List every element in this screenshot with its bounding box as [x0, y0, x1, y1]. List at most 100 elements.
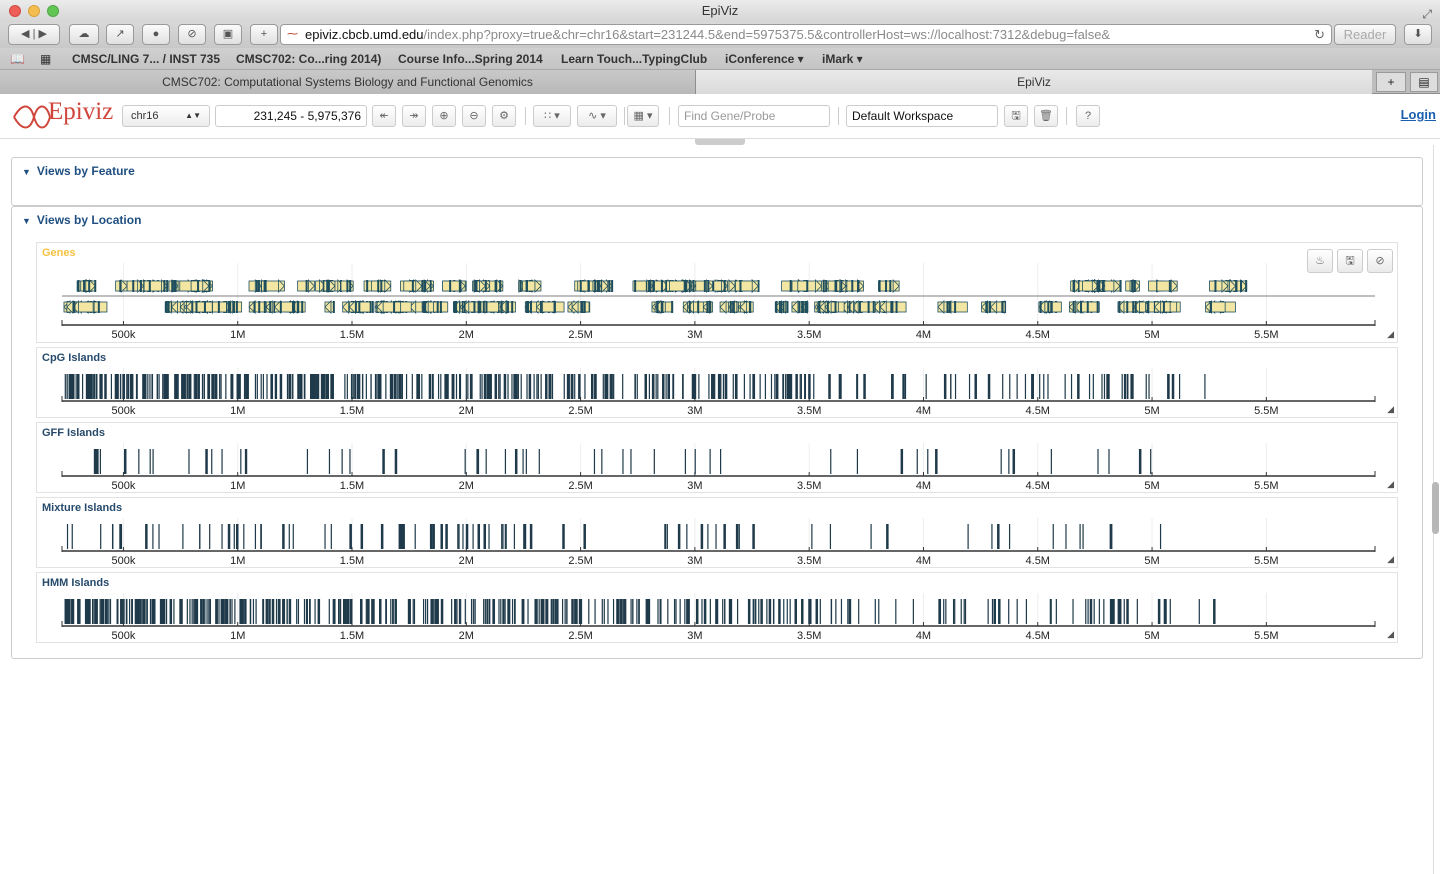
delete-workspace-icon[interactable]: 🗑 [1034, 105, 1058, 127]
scatter-plot-menu-button[interactable]: ∷ ▾ [533, 105, 571, 127]
tab-cmsc702[interactable]: CMSC702: Computational Systems Biology a… [0, 70, 696, 94]
bookmark-item[interactable]: Learn Touch...TypingClub [561, 52, 708, 66]
color-picker-icon[interactable]: ♨ [1307, 249, 1333, 273]
line-track-menu-button[interactable]: ∿ ▾ [577, 105, 617, 127]
gene-arrow [307, 279, 315, 293]
chromosome-select[interactable]: chr16 ▲▼ [122, 105, 210, 127]
island-block [525, 449, 527, 474]
resize-handle-icon[interactable]: ◢ [1387, 329, 1394, 339]
bookmark-item[interactable]: Course Info...Spring 2014 [398, 52, 543, 66]
island-block [204, 599, 206, 624]
minimize-window-button[interactable] [28, 5, 40, 17]
island-block [660, 599, 662, 624]
panel-splitter[interactable] [695, 139, 745, 145]
address-bar[interactable]: ⁓ epiviz.cbcb.umd.edu/index.php?proxy=tr… [280, 24, 1332, 45]
pause-icon[interactable]: ● [142, 24, 170, 45]
move-right-button[interactable]: ↠ [402, 105, 426, 127]
island-block [75, 374, 77, 399]
x-axis-tick-label: 5.5M [1254, 630, 1278, 642]
reader-button[interactable]: Reader [1334, 24, 1396, 45]
island-block [322, 374, 325, 399]
zoom-out-button[interactable]: ⊖ [462, 105, 486, 127]
icloud-icon[interactable]: ☁ [69, 24, 99, 45]
share-icon[interactable]: ↗ [106, 24, 134, 45]
gene-arrow [202, 279, 210, 293]
zoom-window-button[interactable] [47, 5, 59, 17]
resize-handle-icon[interactable]: ◢ [1387, 629, 1394, 639]
page-scrollbar[interactable] [1432, 482, 1439, 534]
bookmark-item[interactable]: iConference ▾ [725, 52, 804, 66]
new-tab-button[interactable]: + [1376, 72, 1406, 92]
close-window-button[interactable] [9, 5, 21, 17]
browser-toolbar: ◀ | ▶ ☁ ↗ ● ⊘ ▣ + ⁓ epiviz.cbcb.umd.edu/… [0, 22, 1440, 48]
gene-item [323, 279, 336, 293]
fullscreen-icon[interactable]: ⤢ [1422, 7, 1432, 21]
x-axis-tick-label: 4.5M [1026, 405, 1050, 417]
island-block [100, 374, 102, 399]
island-block [800, 374, 802, 399]
island-block [607, 374, 609, 399]
data-table-menu-button[interactable]: ▦ ▾ [627, 105, 659, 127]
island-block [601, 449, 603, 474]
remove-chart-icon[interactable]: ⊘ [1367, 249, 1393, 273]
settings-gear-icon[interactable]: ⚙ [492, 105, 516, 127]
island-block [570, 374, 574, 399]
exon-mark [349, 280, 352, 292]
block-icon[interactable]: ⊘ [178, 24, 206, 45]
exon-mark [1096, 301, 1099, 313]
gff-islands-track-plot[interactable]: 500k 1M 1.5M 2M 2.5M 3M 3.5M 4M 4.5M 5M 5.5M [37, 423, 1399, 494]
island-block [238, 374, 241, 399]
workspace-name-input[interactable]: Default Workspace [846, 105, 998, 127]
island-block [418, 374, 420, 399]
reading-list-icon[interactable]: 📖 [10, 52, 25, 66]
island-block [562, 524, 565, 549]
island-block [357, 374, 359, 399]
bookmark-item[interactable]: iMark ▾ [822, 52, 863, 66]
island-block [672, 374, 675, 399]
save-chart-icon[interactable]: 🖫 [1337, 249, 1363, 273]
gene-item [66, 300, 76, 314]
island-block [277, 599, 281, 624]
exon-mark [358, 301, 361, 313]
island-block [152, 599, 155, 624]
island-block [1198, 599, 1200, 624]
island-block [266, 599, 269, 624]
help-button[interactable]: ? [1076, 105, 1100, 127]
island-block [315, 374, 317, 399]
back-forward-buttons[interactable]: ◀ | ▶ [8, 24, 60, 45]
window-title: EpiViz [701, 3, 739, 18]
views-by-location-header[interactable]: ▼ Views by Location [22, 213, 141, 227]
island-block [991, 599, 994, 624]
resize-handle-icon[interactable]: ◢ [1387, 404, 1394, 414]
downloads-icon[interactable]: ⬇ [1404, 24, 1432, 45]
tab-overview-icon[interactable]: ▤ [1410, 72, 1438, 92]
save-workspace-icon[interactable]: 🖫 [1004, 105, 1028, 127]
exon-mark [529, 301, 532, 313]
island-block [116, 374, 118, 399]
exon-mark [424, 280, 427, 292]
move-left-button[interactable]: ↞ [372, 105, 396, 127]
login-link[interactable]: Login [1400, 107, 1436, 122]
bookmark-item[interactable]: CMSC702: Co...ring 2014) [236, 52, 382, 66]
resize-handle-icon[interactable]: ◢ [1387, 554, 1394, 564]
views-by-feature-header[interactable]: ▼ Views by Feature [22, 164, 135, 178]
top-sites-icon[interactable]: ▦ [40, 52, 52, 66]
location-range-input[interactable]: 231,245 - 5,975,376 [215, 105, 367, 127]
island-block [634, 374, 636, 399]
mixture-islands-track-plot[interactable]: 500k 1M 1.5M 2M 2.5M 3M 3.5M 4M 4.5M 5M 5.5M [37, 498, 1399, 569]
tab-epiviz[interactable]: EpiViz [696, 70, 1372, 94]
zoom-in-button[interactable]: ⊕ [432, 105, 456, 127]
gene-item [846, 300, 856, 314]
find-gene-input[interactable]: Find Gene/Probe [678, 105, 830, 127]
reload-icon[interactable]: ↻ [1314, 27, 1325, 42]
add-bookmark-button[interactable]: + [250, 24, 278, 45]
cpg-islands-track-plot[interactable]: 500k 1M 1.5M 2M 2.5M 3M 3.5M 4M 4.5M 5M 5.5M [37, 348, 1399, 419]
resize-handle-icon[interactable]: ◢ [1387, 479, 1394, 489]
screenshot-icon[interactable]: ▣ [214, 24, 242, 45]
island-block [292, 524, 294, 549]
genes-track-plot[interactable]: 500k 1M 1.5M 2M 2.5M 3M 3.5M 4M 4.5M 5M 5.5M [37, 243, 1399, 344]
bookmark-item[interactable]: CMSC/LING 7... / INST 735 [72, 52, 221, 66]
island-block [115, 374, 117, 399]
island-block [71, 599, 74, 624]
hmm-islands-track-plot[interactable]: 500k 1M 1.5M 2M 2.5M 3M 3.5M 4M 4.5M 5M 5.5M [37, 573, 1399, 644]
